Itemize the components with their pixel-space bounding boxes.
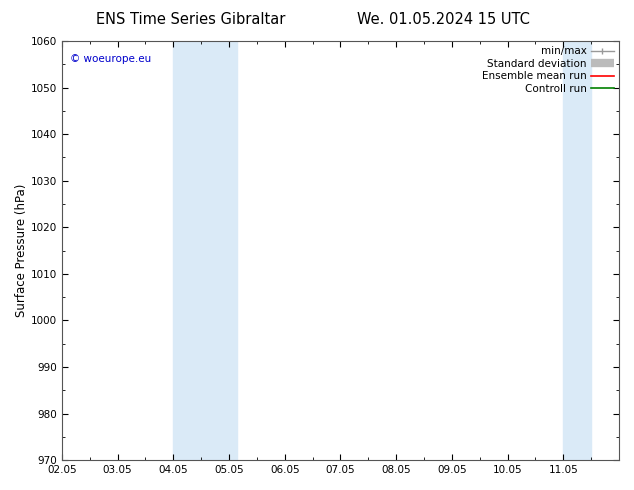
Bar bbox=[563, 41, 572, 460]
Y-axis label: Surface Pressure (hPa): Surface Pressure (hPa) bbox=[15, 184, 28, 318]
Text: ENS Time Series Gibraltar: ENS Time Series Gibraltar bbox=[96, 12, 285, 27]
Bar bbox=[572, 41, 591, 460]
Text: © woeurope.eu: © woeurope.eu bbox=[70, 53, 152, 64]
Text: We. 01.05.2024 15 UTC: We. 01.05.2024 15 UTC bbox=[358, 12, 530, 27]
Bar bbox=[229, 41, 237, 460]
Bar bbox=[173, 41, 229, 460]
Legend: min/max, Standard deviation, Ensemble mean run, Controll run: min/max, Standard deviation, Ensemble me… bbox=[482, 46, 614, 94]
